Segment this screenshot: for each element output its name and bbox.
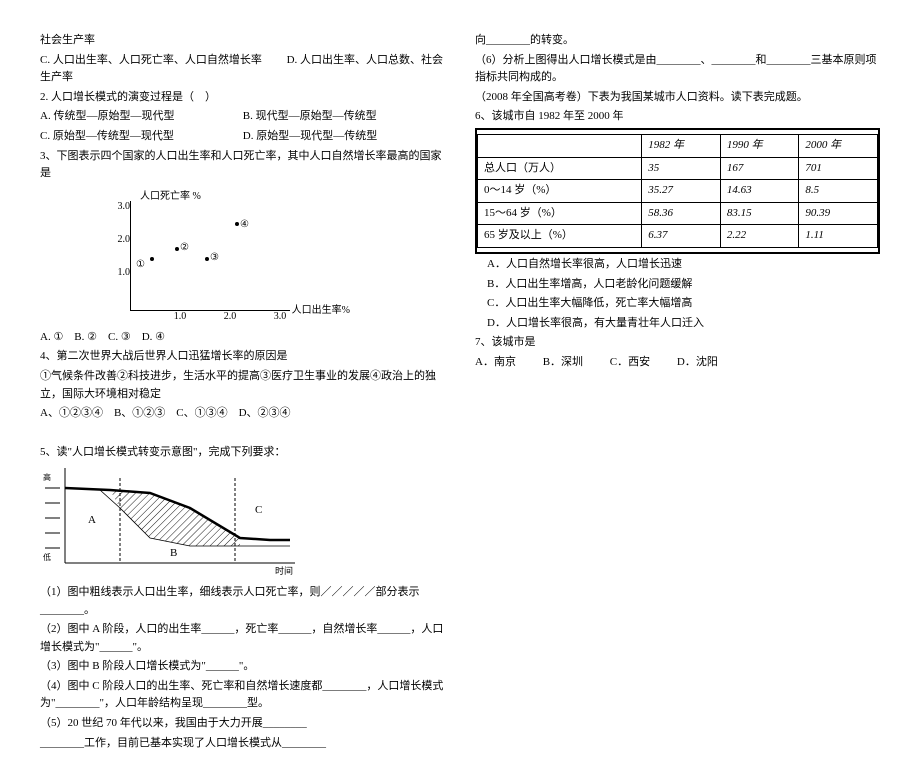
q6-optB: B．人口出生率增高，人口老龄化问题缓解 bbox=[475, 276, 880, 294]
q5-5: （5）20 世纪 70 年代以来，我国由于大力开展________ bbox=[40, 715, 445, 733]
table-row: 0～14 岁（%） 35.27 14.63 8.5 bbox=[478, 180, 878, 203]
cell: 6.37 bbox=[642, 225, 721, 248]
cell: 35.27 bbox=[642, 180, 721, 203]
q7-optA: A．南京 bbox=[475, 356, 516, 368]
q7-optD: D．沈阳 bbox=[677, 356, 718, 368]
cell: 58.36 bbox=[642, 202, 721, 225]
ptlabel1: ① bbox=[136, 257, 145, 273]
svg-text:低: 低 bbox=[43, 552, 51, 562]
q5-4: （4）图中 C 阶段人口的出生率、死亡率和自然增长速度都________，人口增… bbox=[40, 678, 445, 713]
cell: 1.11 bbox=[799, 225, 878, 248]
q1-optC: C. 人口出生率、人口死亡率、人口自然增长率 bbox=[40, 54, 262, 66]
th-1990: 1990 年 bbox=[720, 134, 799, 157]
cell: 2.22 bbox=[720, 225, 799, 248]
q2-optB: B. 现代型—原始型—传统型 bbox=[243, 110, 377, 122]
ytick3: 3.0 bbox=[108, 199, 130, 215]
scatter-chart: 人口死亡率 % 人口出生率% 1.0 2.0 3.0 1.0 2.0 3.0 ①… bbox=[80, 191, 300, 321]
th-2000: 2000 年 bbox=[799, 134, 878, 157]
scatter-xlabel: 人口出生率% bbox=[292, 303, 350, 319]
q2-optC: C. 原始型—传统型—现代型 bbox=[40, 128, 240, 146]
xtick2: 2.0 bbox=[220, 309, 240, 325]
pt1 bbox=[150, 257, 154, 261]
pt3 bbox=[205, 257, 209, 261]
scatter-ylabel: 人口死亡率 % bbox=[140, 189, 201, 205]
svg-text:高: 高 bbox=[43, 472, 51, 482]
cell: 15～64 岁（%） bbox=[478, 202, 642, 225]
pt4 bbox=[235, 222, 239, 226]
q4-reasons: ①气候条件改善②科技进步，生活水平的提高③医疗卫生事业的发展④政治上的独立，国际… bbox=[40, 368, 445, 403]
q5-text: 5、读"人口增长模式转变示意图"，完成下列要求： bbox=[40, 444, 445, 462]
q7-optB: B．深圳 bbox=[543, 356, 583, 368]
q4-text: 4、第二次世界大战后世界人口迅猛增长率的原因是 bbox=[40, 348, 445, 366]
cell: 8.5 bbox=[799, 180, 878, 203]
table-row: 15～64 岁（%） 58.36 83.15 90.39 bbox=[478, 202, 878, 225]
svg-text:时间: 时间 bbox=[275, 565, 293, 576]
q5-3: （3）图中 B 阶段人口增长模式为"______"。 bbox=[40, 658, 445, 676]
population-table: 1982 年 1990 年 2000 年 总人口（万人） 35 167 701 … bbox=[477, 134, 878, 248]
q7-text: 7、该城市是 bbox=[475, 334, 880, 352]
cell: 总人口（万人） bbox=[478, 157, 642, 180]
q3-opts: A. ① B. ② C. ③ D. ④ bbox=[40, 329, 445, 347]
svg-text:A: A bbox=[88, 514, 96, 526]
table-row: 65 岁及以上（%） 6.37 2.22 1.11 bbox=[478, 225, 878, 248]
data-table-box: 1982 年 1990 年 2000 年 总人口（万人） 35 167 701 … bbox=[475, 128, 880, 254]
svg-text:B: B bbox=[170, 547, 177, 559]
ytick2: 2.0 bbox=[108, 232, 130, 248]
q6-text: 6、该城市自 1982 年至 2000 年 bbox=[475, 108, 880, 126]
axis-y bbox=[130, 201, 131, 311]
xtick1: 1.0 bbox=[170, 309, 190, 325]
th-blank bbox=[478, 134, 642, 157]
q7-opts: A．南京 B．深圳 C．西安 D．沈阳 bbox=[475, 354, 880, 372]
cell: 90.39 bbox=[799, 202, 878, 225]
cell: 35 bbox=[642, 157, 721, 180]
q2-optA: A. 传统型—原始型—现代型 bbox=[40, 108, 240, 126]
cell: 65 岁及以上（%） bbox=[478, 225, 642, 248]
th-1982: 1982 年 bbox=[642, 134, 721, 157]
cell: 14.63 bbox=[720, 180, 799, 203]
q6-optD: D．人口增长率很高，有大量青壮年人口迁入 bbox=[475, 315, 880, 333]
table-row: 总人口（万人） 35 167 701 bbox=[478, 157, 878, 180]
fragment-line: 社会生产率 bbox=[40, 32, 445, 50]
diagram-svg: 高 低 bbox=[40, 468, 300, 578]
cell: 167 bbox=[720, 157, 799, 180]
svg-text:C: C bbox=[255, 504, 262, 516]
q3-text: 3、下图表示四个国家的人口出生率和人口死亡率，其中人口自然增长率最高的国家是 bbox=[40, 148, 445, 183]
ptlabel4: ④ bbox=[240, 217, 249, 233]
q5-5b: ________工作，目前已基本实现了人口增长模式从________ bbox=[40, 735, 445, 753]
q2-optD: D. 原始型—现代型—传统型 bbox=[243, 130, 377, 142]
ptlabel2: ② bbox=[180, 240, 189, 256]
q6-optC: C．人口出生率大幅降低，死亡率大幅增高 bbox=[475, 295, 880, 313]
xtick3: 3.0 bbox=[270, 309, 290, 325]
q4-opts: A、①②③④ B、①②③ C、①③④ D、②③④ bbox=[40, 405, 445, 423]
q2-opts-row1: A. 传统型—原始型—现代型 B. 现代型—原始型—传统型 bbox=[40, 108, 445, 126]
axis-x bbox=[130, 310, 290, 311]
ptlabel3: ③ bbox=[210, 250, 219, 266]
q2-opts-row2: C. 原始型—传统型—现代型 D. 原始型—现代型—传统型 bbox=[40, 128, 445, 146]
q7-optC: C．西安 bbox=[610, 356, 650, 368]
cell: 83.15 bbox=[720, 202, 799, 225]
q6-optA: A．人口自然增长率很高，人口增长迅速 bbox=[475, 256, 880, 274]
ytick1: 1.0 bbox=[108, 265, 130, 281]
q5-2: （2）图中 A 阶段，人口的出生率______，死亡率______，自然增长率_… bbox=[40, 621, 445, 656]
transition-diagram: 高 低 bbox=[40, 468, 300, 578]
table-header-row: 1982 年 1990 年 2000 年 bbox=[478, 134, 878, 157]
pt2 bbox=[175, 247, 179, 251]
cell: 701 bbox=[799, 157, 878, 180]
source-text: （2008 年全国高考卷）下表为我国某城市人口资料。读下表完成题。 bbox=[475, 89, 880, 107]
q5-6: （6）分析上图得出人口增长模式是由________、________和_____… bbox=[475, 52, 880, 87]
q1-opts: C. 人口出生率、人口死亡率、人口自然增长率 D. 人口出生率、人口总数、社会生… bbox=[40, 52, 445, 87]
q5-5-cont: 向________的转变。 bbox=[475, 32, 880, 50]
cell: 0～14 岁（%） bbox=[478, 180, 642, 203]
q2-text: 2. 人口增长模式的演变过程是（ ） bbox=[40, 89, 445, 107]
q5-1: （1）图中粗线表示人口出生率，细线表示人口死亡率，则／／／／／部分表示_____… bbox=[40, 584, 445, 619]
